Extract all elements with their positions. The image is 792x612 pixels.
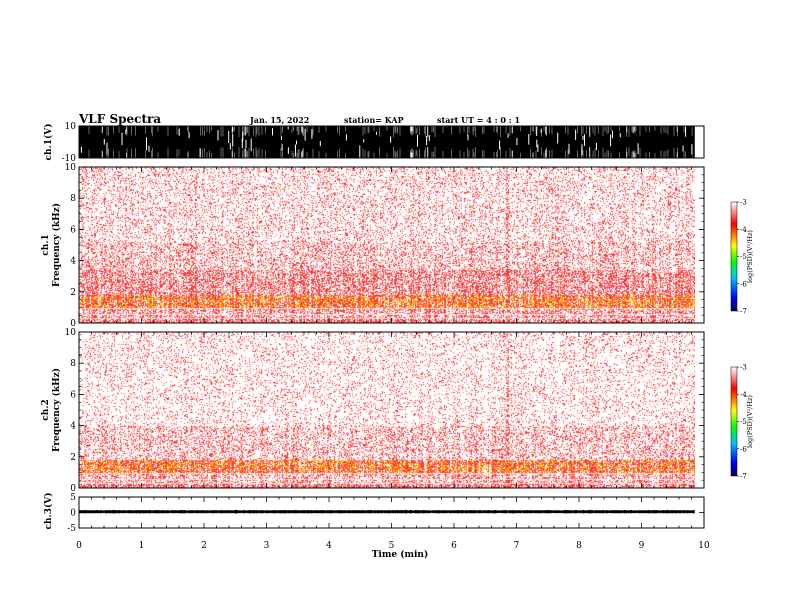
- station-label: station= KAP: [344, 115, 404, 125]
- start-time-label: start UT = 4 : 0 : 1: [437, 115, 521, 125]
- ch2-spectrogram-ylabel-bottom: Frequency (kHz): [51, 368, 62, 452]
- colorbar-1-gradient: [730, 201, 738, 312]
- ch3-waveform-ytick-2: -5: [67, 524, 76, 534]
- colorbar-2-tick-1: -4: [740, 391, 747, 399]
- ch2-spectrogram-ytick-5: 10: [65, 328, 77, 338]
- colorbar-2-label: log(PSD)(V²/Hz): [746, 395, 754, 448]
- colorbar-1-tick-3: -6: [740, 280, 747, 288]
- x-tick-7: 7: [514, 541, 520, 551]
- ch1-spectrogram-panel: [79, 167, 695, 323]
- colorbar-1-label: log(PSD)(V²/Hz): [746, 230, 754, 283]
- ch1-spectrogram-image: [79, 167, 695, 323]
- ch1-waveform-ytick-0: 10: [65, 122, 77, 132]
- ch1-spectrogram-ytick-0: 0: [70, 319, 76, 329]
- ch1-spectrogram-ytick-2: 4: [70, 257, 76, 267]
- ch2-spectrogram-ytick-2: 4: [70, 422, 76, 432]
- colorbar-2-tick-3: -6: [740, 445, 747, 453]
- colorbar-1-tick-1: -4: [740, 226, 747, 234]
- x-tick-5: 5: [389, 541, 395, 551]
- ch1-spectrogram-ytick-1: 2: [70, 288, 76, 298]
- ch1-waveform-panel: [78, 126, 695, 158]
- colorbar-1: -3 -4 -5 -6 -7 log(PSD)(V²/Hz): [730, 199, 754, 316]
- colorbar-2-gradient: [730, 366, 738, 477]
- chart-title: VLF Spectra: [79, 112, 162, 126]
- x-axis-label: Time (min): [372, 549, 429, 560]
- ch3-waveform-ylabel: ch.3(V): [43, 493, 54, 530]
- ch3-waveform-ytick-1: 0: [70, 509, 76, 519]
- colorbar-1-tick-4: -7: [740, 308, 747, 316]
- colorbar-2-tick-2: -5: [740, 418, 747, 426]
- date-label: Jan. 15, 2022: [250, 115, 310, 125]
- ch1-spectrogram-ylabel-bottom: Frequency (kHz): [51, 203, 62, 287]
- ch3-waveform-panel: [78, 509, 695, 514]
- x-tick-1: 1: [139, 541, 145, 551]
- colorbar-2: -3 -4 -5 -6 -7 log(PSD)(V²/Hz): [730, 364, 754, 481]
- colorbar-2-tick-0: -3: [740, 364, 747, 372]
- colorbar-1-tick-0: -3: [740, 199, 747, 207]
- ch3-waveform-ytick-0: 5: [70, 493, 76, 503]
- x-tick-10: 10: [698, 541, 710, 551]
- ch2-spectrogram-ylabel-top: ch.2: [41, 399, 51, 420]
- ch2-spectrogram-ytick-0: 0: [70, 484, 76, 494]
- colorbar-2-tick-4: -7: [740, 473, 747, 481]
- ch1-spectrogram-ytick-4: 8: [70, 194, 76, 204]
- colorbar-1-tick-2: -5: [740, 253, 747, 261]
- ch2-spectrogram-panel: [79, 332, 695, 488]
- x-tick-8: 8: [576, 541, 582, 551]
- x-tick-3: 3: [264, 541, 270, 551]
- x-tick-4: 4: [326, 541, 332, 551]
- ch1-spectrogram-ytick-5: 10: [65, 163, 77, 173]
- ch1-waveform-ytick-1: -10: [62, 154, 77, 164]
- ch1-waveform-trace: [78, 126, 695, 158]
- x-tick-2: 2: [201, 541, 207, 551]
- ch1-waveform-ylabel: ch.1(V): [43, 124, 54, 161]
- x-tick-6: 6: [451, 541, 457, 551]
- ch1-spectrogram-ytick-3: 6: [70, 225, 76, 235]
- ch2-spectrogram-ytick-3: 6: [70, 390, 76, 400]
- x-tick-9: 9: [639, 541, 645, 551]
- x-tick-0: 0: [76, 541, 82, 551]
- ch2-spectrogram-ytick-4: 8: [70, 359, 76, 369]
- ch3-waveform-trace: [78, 509, 695, 514]
- ch2-spectrogram-ytick-1: 2: [70, 453, 76, 463]
- ch2-spectrogram-image: [79, 332, 695, 488]
- ch1-spectrogram-ylabel-top: ch.1: [41, 234, 51, 255]
